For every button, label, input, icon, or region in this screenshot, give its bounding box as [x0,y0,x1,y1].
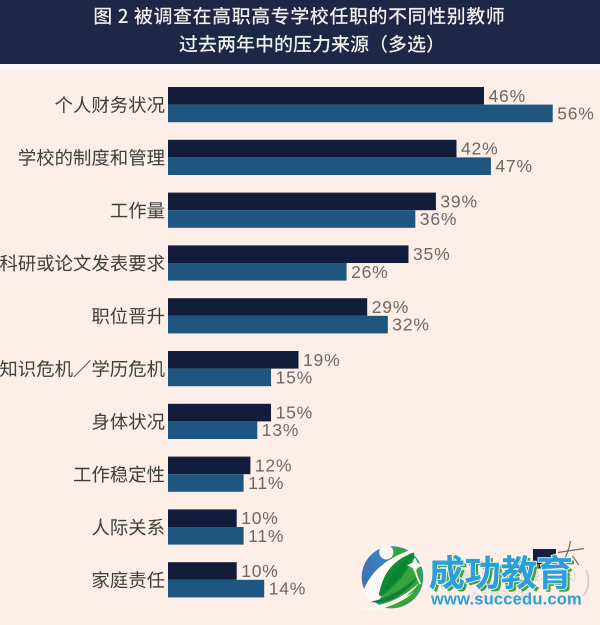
svg-text:11%: 11% [248,473,284,493]
svg-text:47%: 47% [495,156,532,176]
svg-text:www.succedu.com: www.succedu.com [430,591,582,609]
svg-text:15%: 15% [276,403,313,423]
svg-text:29%: 29% [372,297,409,317]
svg-text:10%: 10% [241,508,278,528]
svg-text:19%: 19% [303,350,340,370]
svg-text:32%: 32% [392,315,429,335]
svg-text:56%: 56% [557,103,594,123]
svg-text:39%: 39% [440,191,477,211]
svg-text:15%: 15% [276,367,313,387]
svg-text:46%: 46% [489,86,526,106]
svg-text:35%: 35% [413,244,450,264]
svg-text:13%: 13% [262,420,299,440]
svg-text:26%: 26% [351,262,388,282]
svg-text:36%: 36% [420,209,457,229]
svg-text:14%: 14% [269,579,306,599]
svg-text:10%: 10% [241,561,278,581]
svg-text:12%: 12% [255,455,292,475]
svg-text:42%: 42% [461,139,498,159]
svg-text:11%: 11% [248,526,284,546]
